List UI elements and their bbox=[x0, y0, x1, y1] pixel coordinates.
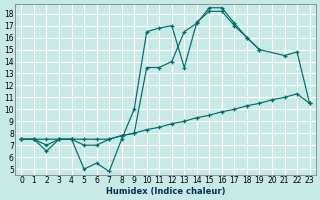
X-axis label: Humidex (Indice chaleur): Humidex (Indice chaleur) bbox=[106, 187, 225, 196]
